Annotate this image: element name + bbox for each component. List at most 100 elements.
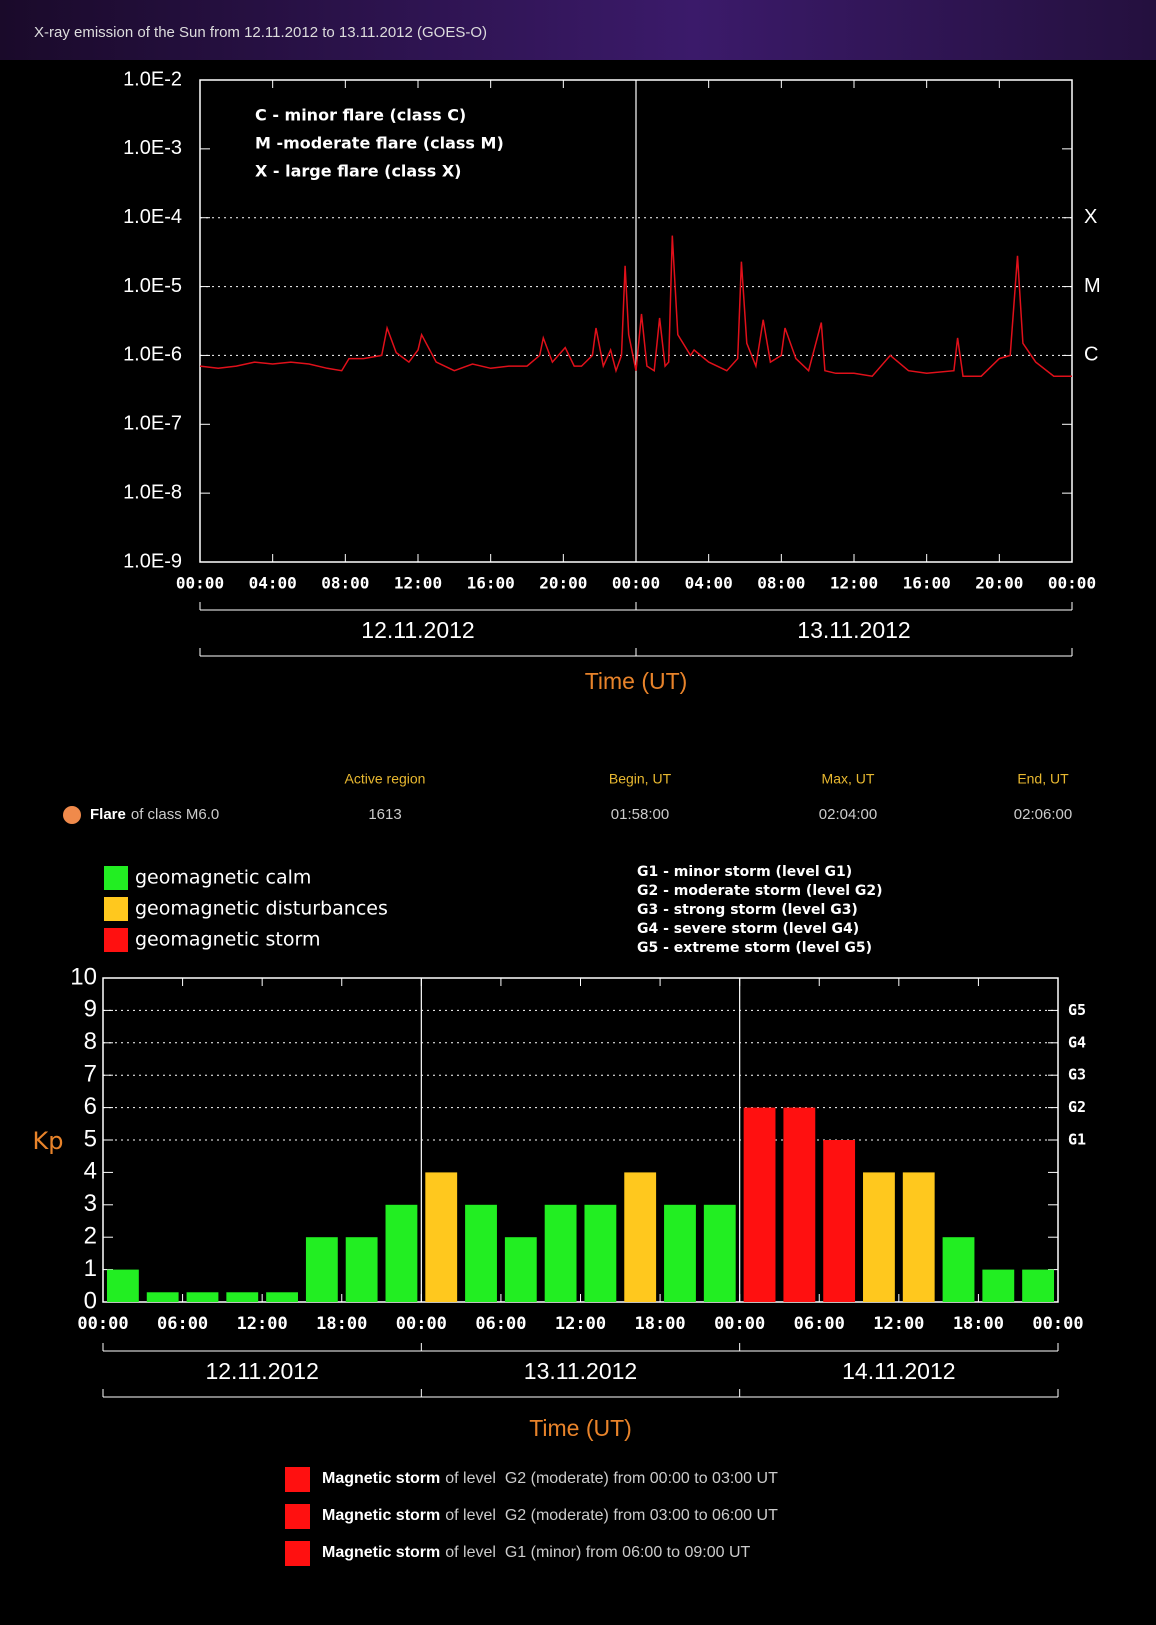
kp-bar xyxy=(942,1237,975,1302)
storm-icon xyxy=(285,1504,310,1529)
level-label: G2 xyxy=(1068,1098,1086,1116)
x-tick-label: 16:00 xyxy=(467,574,515,593)
y-tick-label: 8 xyxy=(84,1028,97,1055)
level-note: G3 - strong storm (level G3) xyxy=(637,902,858,918)
table-header: Begin, UT xyxy=(609,771,672,787)
kp-bar xyxy=(385,1204,418,1302)
table-cell: 1613 xyxy=(368,806,401,823)
legend-swatch xyxy=(104,928,128,952)
kp-bar xyxy=(465,1204,497,1302)
kp-bar xyxy=(106,1269,139,1302)
kp-bar xyxy=(624,1172,657,1302)
x-tick-label: 18:00 xyxy=(953,1314,1004,1334)
y-tick-label: 2 xyxy=(84,1223,97,1250)
legend-label: geomagnetic calm xyxy=(135,867,311,889)
date-label: 12.11.2012 xyxy=(361,617,474,643)
y-tick-label: 1.0E-4 xyxy=(123,206,182,228)
x-tick-label: 00:00 xyxy=(1048,574,1096,593)
flare-kind: Flare xyxy=(90,806,126,823)
x-tick-label: 00:00 xyxy=(612,574,660,593)
kp-bar xyxy=(703,1204,736,1302)
storm-desc: of level G2 (moderate) from 00:00 to 03:… xyxy=(445,1470,778,1487)
x-tick-label: 06:00 xyxy=(475,1314,526,1334)
x-tick-label: 16:00 xyxy=(903,574,951,593)
table-header: End, UT xyxy=(1017,771,1069,787)
y-tick-label: 1.0E-8 xyxy=(123,481,182,503)
table-header: Max, UT xyxy=(822,771,875,787)
y-tick-label: 4 xyxy=(84,1158,97,1185)
kp-bar xyxy=(902,1172,935,1302)
x-tick-label: 12:00 xyxy=(873,1314,924,1334)
date-label: 14.11.2012 xyxy=(842,1358,955,1384)
y-axis-label: Kp xyxy=(33,1127,64,1155)
kp-bar xyxy=(345,1237,378,1302)
y-tick-label: 10 xyxy=(70,963,97,990)
kp-bar xyxy=(226,1292,259,1302)
x-tick-label: 00:00 xyxy=(1032,1314,1083,1334)
flare-desc: of class M6.0 xyxy=(131,806,219,823)
storm-kind: Magnetic storm xyxy=(322,1470,440,1487)
y-tick-label: 1.0E-5 xyxy=(123,275,182,297)
kp-bar xyxy=(146,1292,179,1302)
legend-swatch xyxy=(104,866,128,890)
storm-kind: Magnetic storm xyxy=(322,1507,440,1524)
y-tick-label: 6 xyxy=(84,1093,97,1120)
date-label: 13.11.2012 xyxy=(797,617,910,643)
kp-bar xyxy=(982,1269,1015,1302)
header-band xyxy=(0,0,1156,60)
legend-label: geomagnetic disturbances xyxy=(135,898,388,920)
level-label: G3 xyxy=(1068,1066,1086,1084)
x-tick-label: 18:00 xyxy=(316,1314,367,1334)
x-tick-label: 12:00 xyxy=(830,574,878,593)
kp-bar xyxy=(743,1107,776,1302)
page-title: X-ray emission of the Sun from 12.11.201… xyxy=(34,24,487,41)
kp-bar xyxy=(186,1292,219,1302)
level-label: G5 xyxy=(1068,1001,1086,1019)
y-tick-label: 0 xyxy=(84,1287,97,1314)
table-cell: 02:04:00 xyxy=(819,806,877,823)
x-tick-label: 18:00 xyxy=(634,1314,685,1334)
kp-bar xyxy=(1022,1269,1055,1302)
y-tick-label: 1 xyxy=(84,1255,97,1282)
y-tick-label: 1.0E-9 xyxy=(123,550,182,572)
x-tick-label: 04:00 xyxy=(249,574,297,593)
level-note: G4 - severe storm (level G4) xyxy=(637,921,859,937)
x-tick-label: 20:00 xyxy=(539,574,587,593)
legend-note: C - minor flare (class C) xyxy=(255,106,466,125)
storm-icon xyxy=(285,1541,310,1566)
y-tick-label: 1.0E-3 xyxy=(123,137,182,159)
table-cell: 02:06:00 xyxy=(1014,806,1072,823)
level-note: G5 - extreme storm (level G5) xyxy=(637,940,872,956)
y-tick-label: 7 xyxy=(84,1061,97,1088)
legend-note: X - large flare (class X) xyxy=(255,162,461,181)
x-tick-label: 00:00 xyxy=(714,1314,765,1334)
storm-kind: Magnetic storm xyxy=(322,1544,440,1561)
level-label: G4 xyxy=(1068,1033,1086,1051)
y-tick-label: 1.0E-2 xyxy=(123,68,182,90)
storm-desc: of level G2 (moderate) from 03:00 to 06:… xyxy=(445,1507,778,1524)
x-tick-label: 12:00 xyxy=(237,1314,288,1334)
y-tick-label: 1.0E-6 xyxy=(123,344,182,366)
table-cell: 01:58:00 xyxy=(611,806,669,823)
table-header: Active region xyxy=(345,771,426,787)
kp-bar xyxy=(783,1107,816,1302)
x-tick-label: 00:00 xyxy=(176,574,224,593)
x-tick-label: 12:00 xyxy=(394,574,442,593)
legend-label: geomagnetic storm xyxy=(135,929,321,951)
x-tick-label: 00:00 xyxy=(77,1314,128,1334)
x-tick-label: 08:00 xyxy=(757,574,805,593)
level-label: X xyxy=(1084,206,1097,228)
storm-icon xyxy=(285,1467,310,1492)
kp-bar xyxy=(584,1204,617,1302)
kp-bar xyxy=(425,1172,458,1302)
kp-bar xyxy=(863,1172,895,1302)
kp-bar xyxy=(664,1204,696,1302)
x-tick-label: 06:00 xyxy=(157,1314,208,1334)
level-label: G1 xyxy=(1068,1131,1086,1149)
level-label: C xyxy=(1084,344,1098,366)
date-label: 13.11.2012 xyxy=(524,1358,637,1384)
x-tick-label: 08:00 xyxy=(321,574,369,593)
